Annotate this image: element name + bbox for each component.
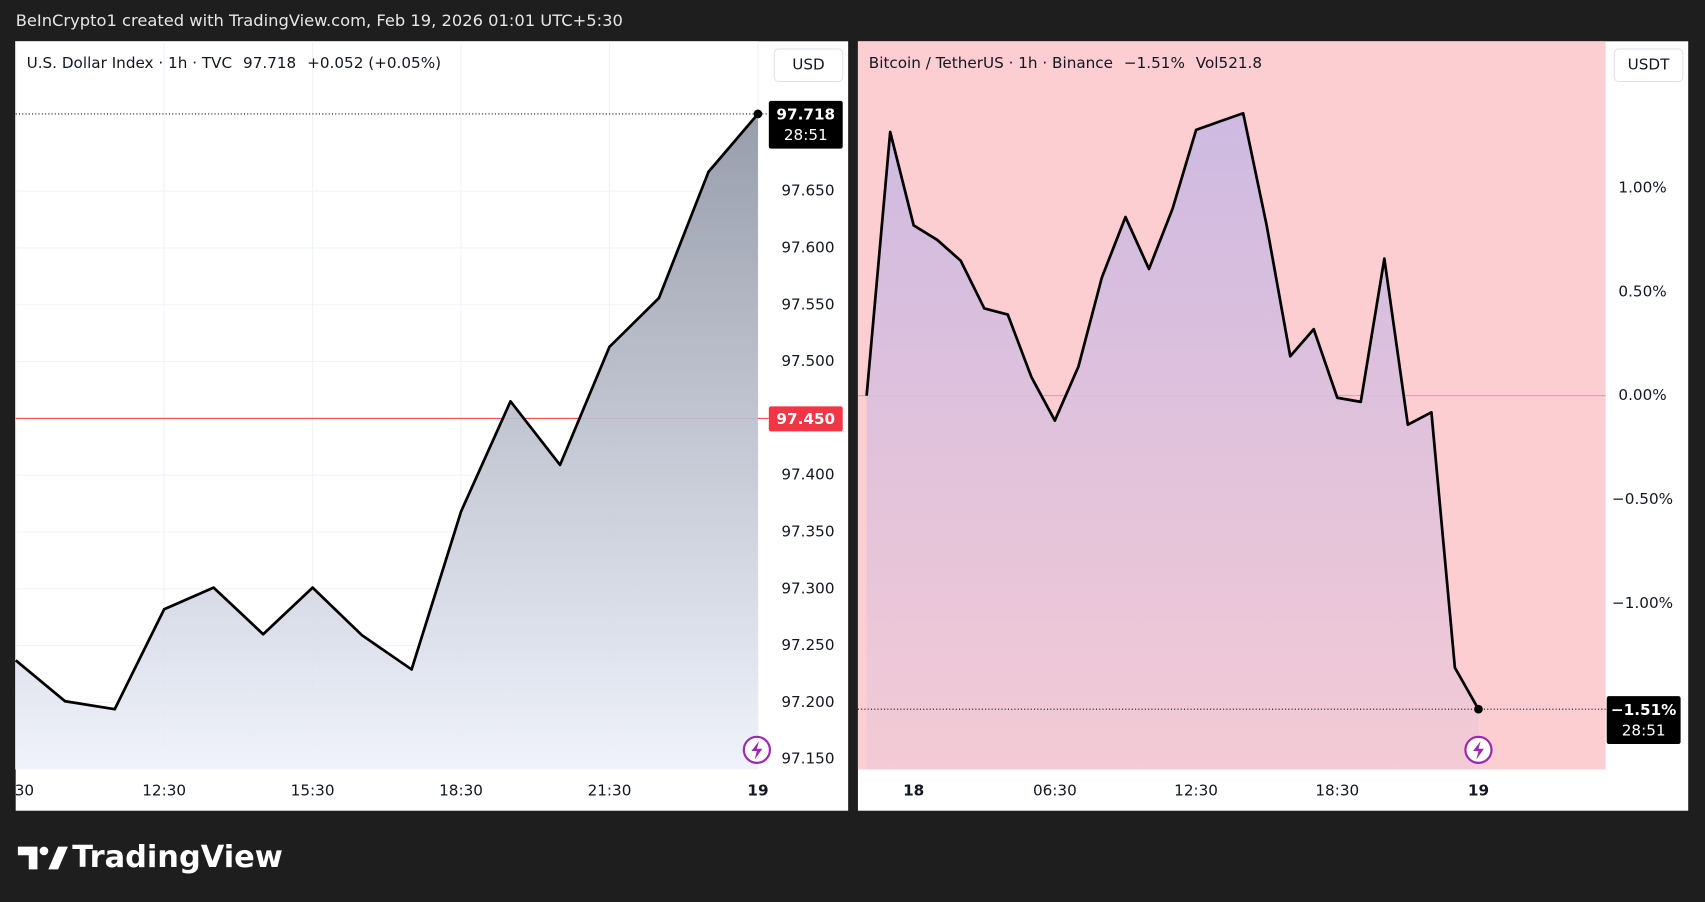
- event-bolt: [1473, 741, 1484, 760]
- currency-label: USDT: [1628, 56, 1670, 74]
- chart-legend: U.S. Dollar Index · 1h · TVC 97.718 +0.052…: [27, 54, 442, 72]
- brand-name: TradingView: [72, 840, 283, 875]
- legend-title: U.S. Dollar Index · 1h · TVC: [27, 54, 233, 72]
- y-tick-label: 97.550: [781, 295, 834, 313]
- legend-quote: 97.718: [243, 54, 296, 72]
- last-price-label: 97.718: [776, 105, 835, 123]
- last-point: [753, 109, 763, 119]
- last-price-label: −1.51%: [1611, 701, 1676, 719]
- y-tick-label: 97.650: [781, 182, 834, 200]
- y-tick-label: −1.00%: [1612, 594, 1673, 612]
- x-tick-label: 12:30: [142, 782, 186, 800]
- reference-tag: [768, 406, 843, 432]
- y-tick-label: 97.600: [781, 238, 834, 256]
- currency-label: USD: [792, 56, 825, 74]
- y-tick-label: 97.150: [781, 750, 834, 768]
- y-tick-label: 0.00%: [1618, 386, 1666, 404]
- legend-change: −1.51%: [1124, 54, 1185, 72]
- area-fill: [866, 113, 1479, 770]
- y-tick-label: 97.400: [781, 466, 834, 484]
- x-tick-label: 18:30: [439, 782, 483, 800]
- legend-title: Bitcoin / TetherUS · 1h · Binance: [869, 54, 1113, 72]
- area-fill: [15, 113, 758, 770]
- header-text: BeInCrypto1 created with TradingView.com…: [16, 11, 623, 30]
- y-tick-label: 97.350: [781, 522, 834, 540]
- event-bolt: [751, 741, 763, 760]
- x-tick-label: 06:30: [1033, 782, 1077, 800]
- legend-change: +0.052 (+0.05%): [307, 54, 441, 72]
- y-tick-label: 0.50%: [1618, 282, 1666, 300]
- currency-box: [1613, 48, 1684, 83]
- x-tick-label: 18: [903, 782, 924, 800]
- x-tick-label: 18:30: [1315, 782, 1359, 800]
- x-tick-label: 30: [15, 782, 34, 800]
- price-line: [14, 113, 759, 711]
- currency-box: [773, 48, 844, 83]
- price-line: [865, 111, 1480, 710]
- last-price-tag: [768, 100, 843, 149]
- last-price-tag: [1606, 696, 1681, 744]
- y-tick-label: 97.500: [781, 352, 834, 370]
- x-tick-label: 19: [1468, 782, 1489, 800]
- reference-label: 97.450: [776, 410, 835, 428]
- brand-logo: [17, 846, 68, 870]
- y-tick-label: 97.300: [781, 579, 834, 597]
- y-tick-label: 97.250: [781, 636, 834, 654]
- y-tick-label: 1.00%: [1618, 178, 1666, 196]
- countdown: 28:51: [1622, 721, 1666, 739]
- legend-volume: Vol521.8: [1196, 54, 1262, 72]
- countdown: 28:51: [784, 126, 828, 144]
- x-tick-label: 15:30: [291, 782, 335, 800]
- x-tick-label: 21:30: [588, 782, 632, 800]
- y-tick-label: 97.200: [781, 693, 834, 711]
- chart-legend: Bitcoin / TetherUS · 1h · Binance −1.51% V…: [869, 54, 1262, 72]
- y-tick-label: −0.50%: [1612, 490, 1673, 508]
- x-tick-label: 12:30: [1174, 782, 1218, 800]
- x-tick-label: 19: [747, 782, 768, 800]
